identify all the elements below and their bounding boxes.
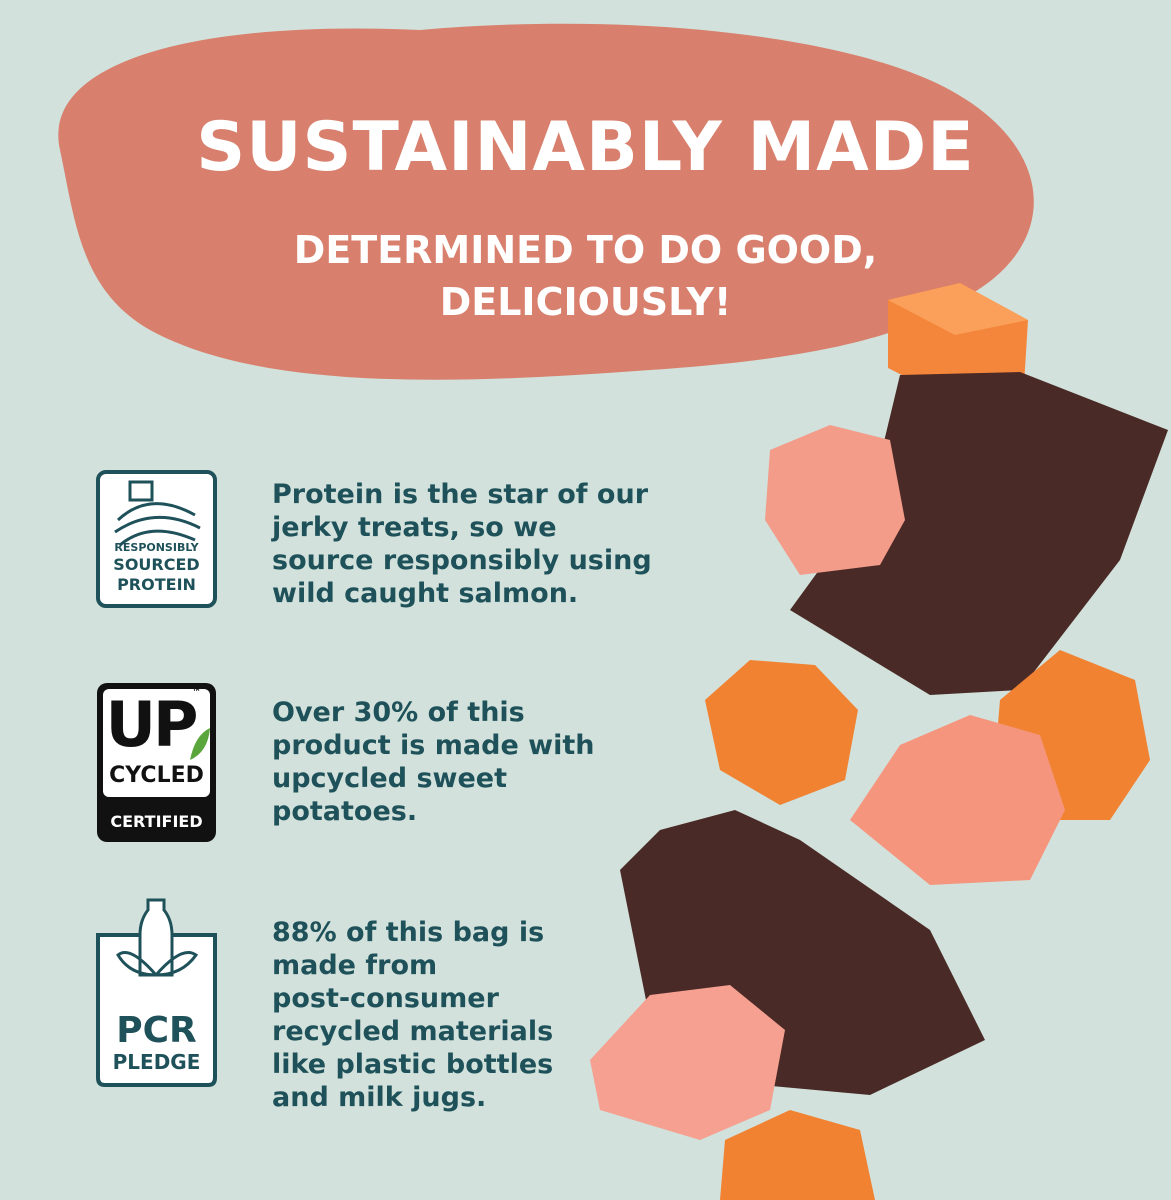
description: Over 30% of this product is made with upcy…	[272, 696, 595, 828]
title: SUSTAINABLY MADE	[196, 108, 975, 187]
food-illustration	[590, 283, 1168, 1200]
badge-text: ™	[192, 688, 201, 698]
badge-text: SOURCED	[113, 555, 200, 574]
description-line: like plastic bottles	[272, 1049, 554, 1080]
description: Protein is the star of our jerky treats, …	[272, 478, 652, 610]
badge-leaf	[190, 728, 210, 760]
description-line: post-consumer	[272, 983, 499, 1014]
blob	[58, 23, 1034, 380]
description-line: recycled materials	[272, 1016, 554, 1047]
description-line: jerky treats, so we	[272, 512, 557, 543]
badge-frame	[96, 933, 217, 1087]
subtitle: DELICIOUSLY!	[439, 280, 732, 324]
badge-icon	[114, 502, 201, 547]
description-line: upcycled sweet	[272, 763, 507, 794]
description-line: source responsibly using	[272, 545, 652, 576]
badge-text: CERTIFIED	[110, 812, 203, 831]
badge-icon	[138, 898, 174, 977]
badge-frame	[96, 470, 217, 608]
badge-icon	[116, 951, 199, 977]
description-line: potatoes.	[272, 796, 418, 827]
description-line: and milk jugs.	[272, 1082, 487, 1113]
badge-text: CYCLED	[109, 763, 204, 788]
badge-text: PCR	[116, 1010, 197, 1051]
subtitle: DETERMINED TO DO GOOD,	[293, 228, 878, 272]
badge-text: PLEDGE	[112, 1050, 201, 1074]
badge-frame	[103, 689, 210, 797]
description: 88% of this bag is made from post-consumer…	[272, 916, 553, 1114]
badge-text: RESPONSIBLY	[114, 541, 199, 554]
badge-text: UP	[105, 688, 199, 761]
description-line: 88% of this bag is	[272, 917, 545, 948]
description-line: product is made with	[272, 730, 595, 761]
description-line: made from	[272, 950, 438, 981]
badge-icon	[128, 480, 154, 502]
description-line: wild caught salmon.	[272, 578, 579, 609]
description-line: Protein is the star of our	[272, 479, 649, 510]
badge-text: PROTEIN	[117, 575, 196, 594]
description-line: Over 30% of this	[272, 697, 525, 728]
